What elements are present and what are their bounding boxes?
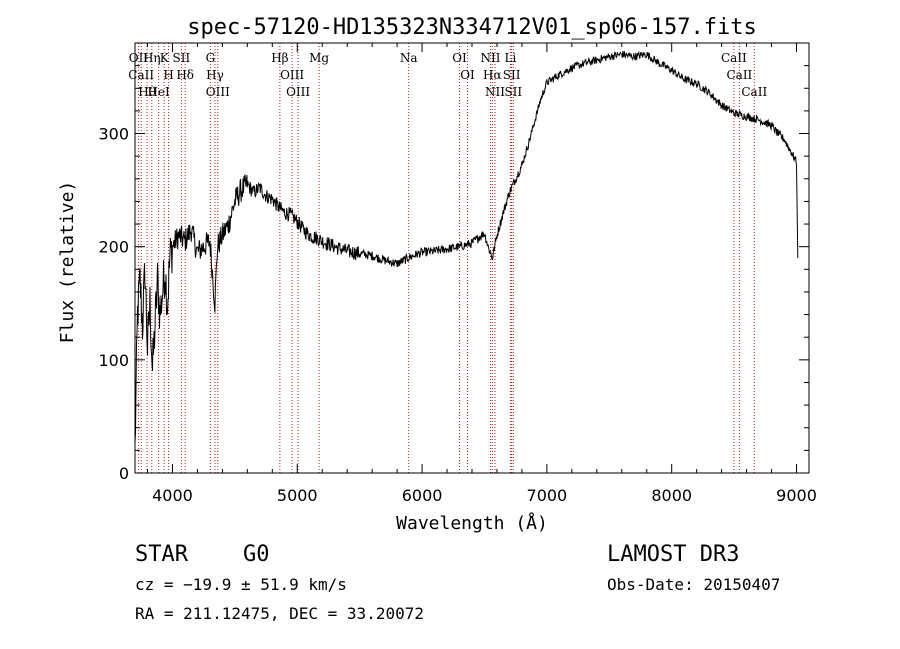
- line-label: OIII: [280, 68, 304, 82]
- x-tick-label: 5000: [277, 486, 318, 505]
- ra-dec: RA = 211.12475, DEC = 33.20072: [135, 604, 424, 623]
- line-label: Hβ: [271, 51, 288, 65]
- line-label: OIII: [286, 85, 310, 99]
- spectrum-line: [134, 51, 799, 443]
- line-label: Hγ: [206, 68, 224, 82]
- line-label: SII: [503, 68, 521, 82]
- line-markers: [137, 43, 755, 473]
- survey-name: LAMOST DR3: [607, 542, 739, 567]
- x-tick-label: 7000: [527, 486, 568, 505]
- line-label: SII: [173, 51, 191, 65]
- line-label: Hα: [483, 68, 502, 82]
- y-axis: 0 100 200 300: [98, 65, 809, 483]
- x-tick-label: 6000: [402, 486, 443, 505]
- x-axis-label: Wavelength (Å): [396, 512, 548, 534]
- line-label: OI: [452, 51, 467, 65]
- object-class: STAR: [135, 542, 189, 567]
- line-label: NII: [485, 85, 505, 99]
- line-label: Hη: [143, 51, 161, 65]
- line-label: CaII: [741, 85, 767, 99]
- line-label: H: [163, 68, 173, 82]
- y-tick-label: 100: [98, 351, 129, 370]
- line-label: K: [160, 51, 170, 65]
- x-tick-label: 8000: [651, 486, 692, 505]
- line-label: Na: [400, 51, 418, 65]
- line-label: G: [206, 51, 216, 65]
- line-label: OIII: [206, 85, 230, 99]
- line-label: CaII: [726, 68, 752, 82]
- obs-date: Obs-Date: 20150407: [607, 575, 780, 594]
- line-label: NII: [481, 51, 501, 65]
- y-tick-label: 300: [98, 125, 129, 144]
- y-tick-label: 200: [98, 238, 129, 257]
- line-label: CaII: [128, 68, 154, 82]
- plot-frame: [134, 42, 810, 474]
- x-tick-label: 9000: [776, 486, 817, 505]
- line-label: Hδ: [176, 68, 194, 82]
- line-label: OI: [460, 68, 475, 82]
- y-tick-label: 0: [119, 464, 129, 483]
- line-label: Hθ: [138, 85, 156, 99]
- y-axis-label: Flux (relative): [57, 181, 78, 344]
- line-label: Li: [504, 51, 516, 65]
- line-label: HeI: [147, 85, 170, 99]
- line-label: Mg: [309, 51, 329, 65]
- line-label: CaII: [721, 51, 747, 65]
- chart-title: spec-57120-HD135323N334712V01_sp06-157.f…: [187, 15, 757, 40]
- x-tick-label: 4000: [152, 486, 193, 505]
- redshift-cz: cz = −19.9 ± 51.9 km/s: [135, 575, 347, 594]
- x-axis: 4000 5000 6000 7000 8000 9000: [146, 43, 817, 505]
- line-label: OII: [129, 51, 149, 65]
- line-label: SII: [504, 85, 522, 99]
- object-subclass: G0: [243, 542, 270, 567]
- line-labels: OIICaIIHθHηHeIKHSIIHδGHγOIIIHβOIIIOIIIMg…: [128, 51, 767, 99]
